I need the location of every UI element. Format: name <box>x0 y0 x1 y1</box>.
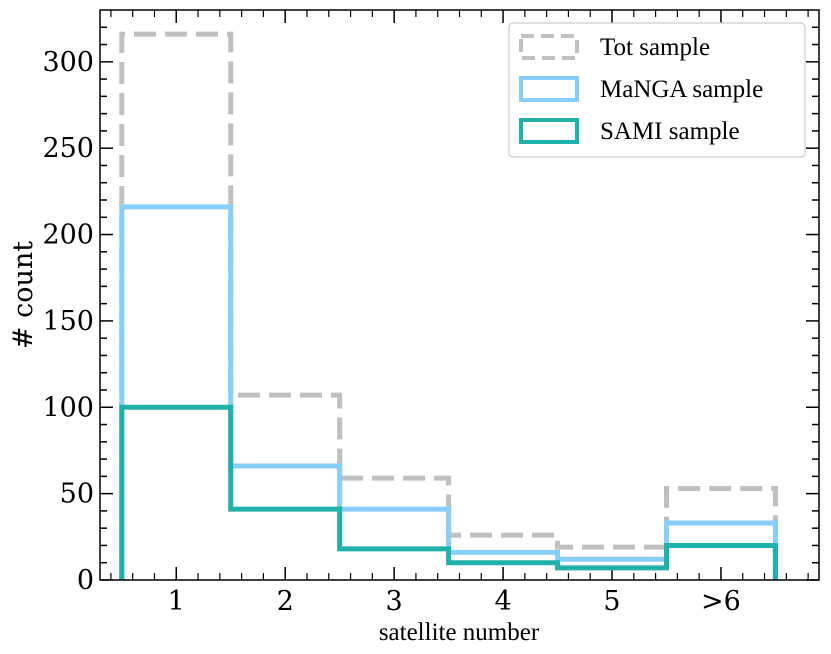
series-manga-sample <box>119 204 778 580</box>
y-axis-label: # count <box>8 241 39 349</box>
legend-swatch-tot <box>519 34 579 60</box>
x-tick-label: 3 <box>386 586 403 617</box>
y-tick-label: 150 <box>42 306 94 337</box>
tick-marks <box>100 10 819 581</box>
x-tick-label: 4 <box>494 586 511 617</box>
y-tick-label: 100 <box>42 392 94 423</box>
plot-frame <box>99 9 820 581</box>
legend-frame <box>508 22 806 158</box>
x-tick-label: 2 <box>277 586 294 617</box>
legend: Tot sample MaNGA sample SAMI sample <box>508 22 806 158</box>
y-tick-label: 200 <box>42 220 94 251</box>
x-tick-label: 5 <box>603 586 620 617</box>
y-tick-label: 250 <box>42 133 94 164</box>
x-tick-label: 1 <box>168 586 185 617</box>
series-sami-sample <box>119 404 778 580</box>
tick-labels: 0 50 100 150 200 250 300 1 2 3 4 5 >6 <box>42 47 740 617</box>
legend-label-tot: Tot sample <box>600 34 710 61</box>
y-tick-label: 300 <box>42 47 94 78</box>
legend-label-manga: MaNGA sample <box>600 76 763 103</box>
series-tot-sample <box>119 31 778 580</box>
legend-swatch-sami <box>519 118 579 144</box>
series-layer <box>119 31 778 580</box>
legend-swatch-manga <box>519 76 579 102</box>
legend-label-sami: SAMI sample <box>600 118 740 145</box>
y-tick-label: 0 <box>77 565 94 596</box>
x-tick-label: >6 <box>701 586 741 617</box>
y-tick-label: 50 <box>60 479 94 510</box>
x-axis-label: satellite number <box>379 619 540 646</box>
